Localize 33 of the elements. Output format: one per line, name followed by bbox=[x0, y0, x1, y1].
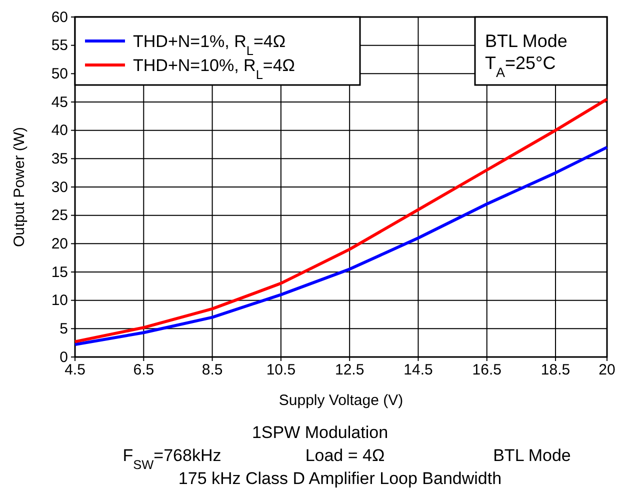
y-tick-label: 40 bbox=[51, 122, 68, 140]
line-series bbox=[74, 146, 608, 346]
text: 1SPW Modulation bbox=[252, 423, 388, 442]
x-tick-label: 20 bbox=[598, 362, 616, 379]
x-tick-label: 10.5 bbox=[266, 362, 296, 379]
y-tick-label: 45 bbox=[51, 94, 68, 111]
line-series bbox=[74, 98, 608, 344]
x-tick-label: 6.5 bbox=[133, 362, 154, 379]
text: F$_{SW}$=768kHz bbox=[122, 446, 222, 472]
legend-label: THD+N=1%, R$_{L}$=4Ω bbox=[133, 32, 286, 58]
y-tick-label: 30 bbox=[51, 178, 68, 196]
y-tick-label: 55 bbox=[51, 37, 68, 54]
text: BTL Mode bbox=[493, 446, 571, 465]
annotation: T$_{A}$=25°C bbox=[485, 53, 556, 80]
y-tick-label: 15 bbox=[51, 264, 68, 281]
x-tick-label: 16.5 bbox=[472, 362, 502, 379]
y-tick-label: 50 bbox=[51, 65, 68, 82]
y-tick-label: 20 bbox=[51, 235, 68, 252]
x-tick-label: 18.5 bbox=[540, 362, 570, 379]
x-axis-title: Supply Voltage (V) bbox=[278, 392, 404, 409]
text: 175 kHz Class D Amplifier Loop Bandwidth bbox=[178, 469, 502, 488]
text: Load = 4Ω bbox=[305, 446, 385, 465]
y-tick-label: 25 bbox=[51, 207, 68, 224]
x-tick-label: 12.5 bbox=[334, 362, 364, 379]
x-tick-label: 8.5 bbox=[202, 362, 223, 379]
legend-label: THD+N=10%, R$_{L}$=4Ω bbox=[133, 56, 296, 82]
y-axis-title: Output Power (W) bbox=[11, 126, 28, 248]
x-tick-label: 14.5 bbox=[404, 362, 433, 379]
y-tick-label: 35 bbox=[51, 150, 68, 168]
annotation: BTL Mode bbox=[485, 31, 568, 51]
y-tick-label: 10 bbox=[51, 292, 68, 310]
y-tick-label: 5 bbox=[60, 320, 68, 338]
y-tick-label: 60 bbox=[51, 8, 68, 26]
